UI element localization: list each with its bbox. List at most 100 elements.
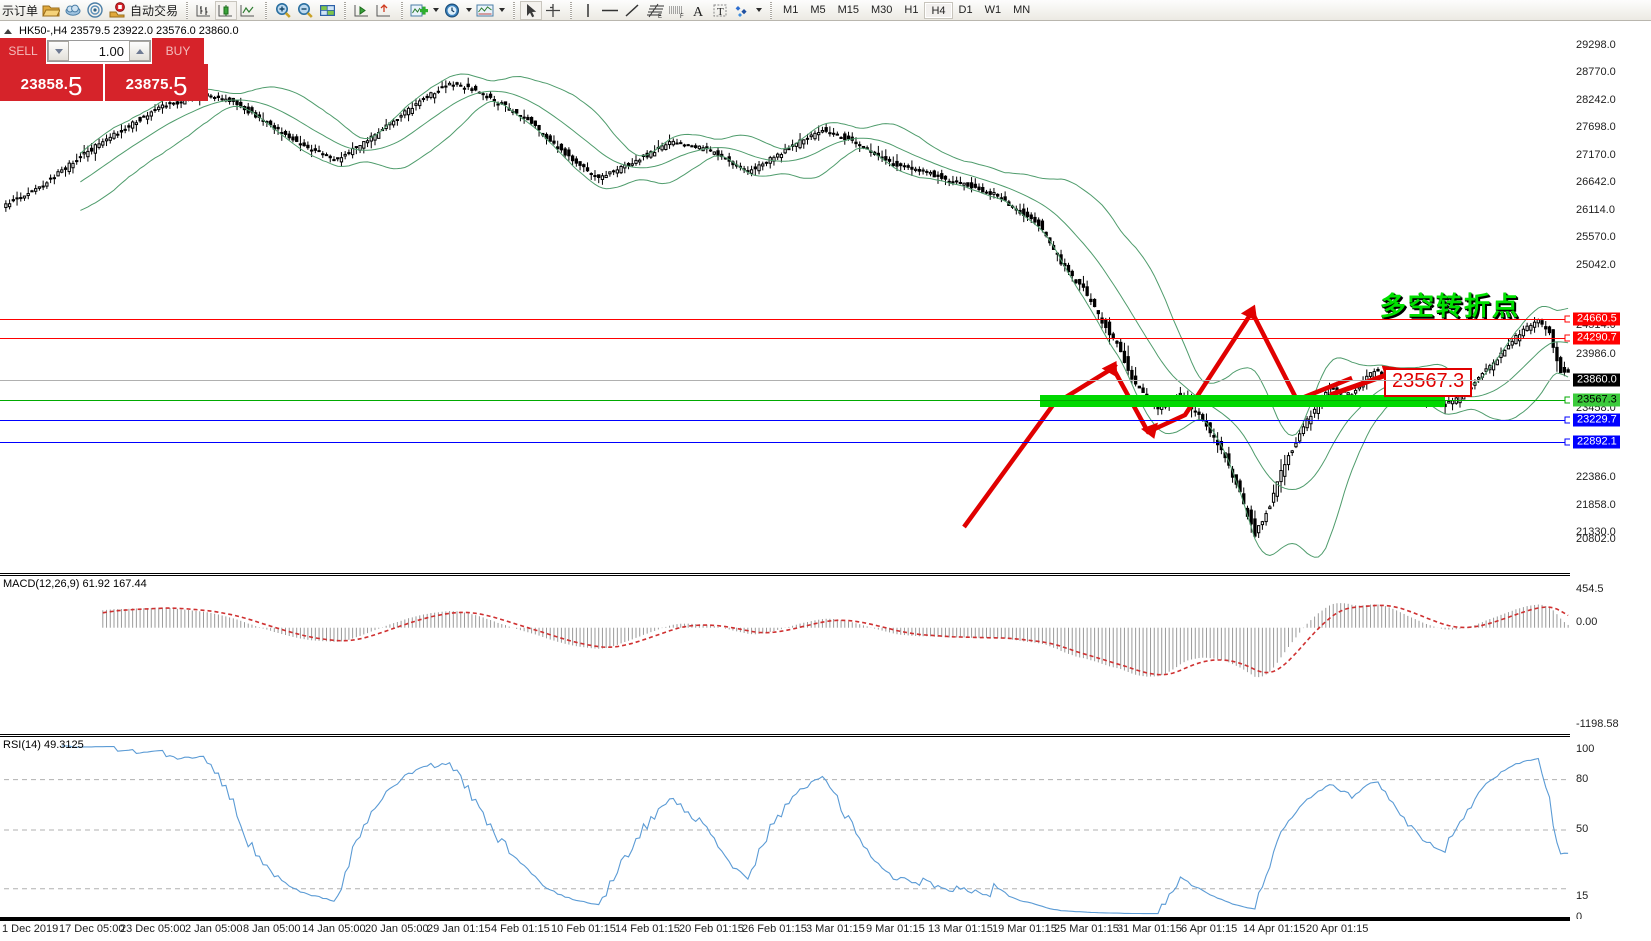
- buy-price-main: 23875: [125, 76, 169, 93]
- sell-button[interactable]: SELL: [0, 38, 46, 64]
- cursor-icon[interactable]: [520, 0, 543, 20]
- axis-tick: 28242.0: [1576, 94, 1616, 106]
- vertical-line-icon[interactable]: [577, 1, 599, 20]
- axis-tick: 0: [1576, 911, 1583, 923]
- volume-input[interactable]: 1.00: [98, 43, 124, 59]
- timeframe-h1[interactable]: H1: [904, 3, 919, 16]
- grid-icon[interactable]: [316, 1, 338, 20]
- zoom-in-icon[interactable]: [272, 1, 294, 20]
- svg-text:A: A: [693, 5, 704, 19]
- text-label-icon[interactable]: A: [687, 1, 709, 20]
- price-callout-box: 23567.3: [1384, 368, 1473, 397]
- shapes-icon[interactable]: [731, 1, 753, 20]
- volume-stepper[interactable]: 1.00: [47, 40, 151, 62]
- time-scale[interactable]: 1 Dec 2019 17 Dec 05:00 23 Dec 05:00 2 J…: [0, 919, 1651, 941]
- rsi-bottom-border: [0, 917, 1570, 919]
- chevron-down-icon[interactable]: [430, 1, 441, 20]
- chevron-down-icon[interactable]: [753, 1, 764, 20]
- time-tick: 10 Feb 01:15: [551, 923, 616, 935]
- time-tick: 8 Jan 05:00: [243, 923, 301, 935]
- axis-tick: 100: [1576, 743, 1595, 755]
- timeframe-h4[interactable]: H4: [924, 1, 953, 19]
- text-box-icon[interactable]: T: [709, 1, 731, 20]
- rsi-line-series: [4, 745, 1569, 915]
- time-tick: 25 Mar 01:15: [1054, 923, 1119, 935]
- toolbar-separator: [341, 1, 349, 19]
- fibonacci-icon[interactable]: E: [643, 1, 665, 20]
- zoom-out-icon[interactable]: [294, 1, 316, 20]
- price-level-line-22892[interactable]: [0, 442, 1570, 443]
- line-chart-icon[interactable]: [237, 1, 259, 20]
- period-clock-icon[interactable]: [441, 1, 463, 20]
- chart-collapse-icon[interactable]: [4, 28, 12, 34]
- time-tick: 20 Feb 01:15: [679, 923, 744, 935]
- chevron-down-icon[interactable]: [496, 1, 507, 20]
- templates-icon[interactable]: [474, 1, 496, 20]
- axis-tick: 22386.0: [1576, 471, 1616, 483]
- axis-tick: 21858.0: [1576, 499, 1616, 511]
- autotrading-label[interactable]: 自动交易: [130, 3, 179, 18]
- analysis-drawings: [962, 304, 1405, 529]
- horizontal-line-icon[interactable]: [599, 1, 621, 20]
- price-tag-23860: 23860.0: [1573, 373, 1620, 387]
- timeframe-mn[interactable]: MN: [1013, 3, 1031, 16]
- axis-tick: 28770.0: [1576, 66, 1616, 78]
- time-tick: 1 Dec 2019: [2, 923, 59, 935]
- axis-tick: 15: [1576, 890, 1589, 902]
- toolbar-new-order-label[interactable]: 示订单: [2, 3, 39, 18]
- crosshair-icon[interactable]: [542, 1, 564, 20]
- axis-tick: 21330.0: [1576, 526, 1616, 538]
- timeframe-m15[interactable]: M15: [837, 3, 859, 16]
- price-tag-22892[interactable]: 22892.1: [1573, 435, 1620, 449]
- time-tick: 14 Jan 05:00: [302, 923, 366, 935]
- bar-chart-icon[interactable]: [193, 1, 215, 20]
- price-tag-24290[interactable]: 24290.7: [1573, 331, 1620, 345]
- axis-tick: 454.5: [1576, 583, 1604, 595]
- equidistant-channel-icon[interactable]: F: [665, 1, 687, 20]
- rsi-indicator-label: RSI(14) 49.3125: [3, 739, 84, 751]
- price-level-line-24290[interactable]: [0, 338, 1570, 339]
- chevron-down-icon[interactable]: [463, 1, 474, 20]
- shift-end-icon[interactable]: [351, 1, 373, 20]
- folder-icon[interactable]: [40, 1, 62, 20]
- shift-start-icon[interactable]: [373, 1, 395, 20]
- timeframe-w1[interactable]: W1: [984, 3, 1002, 16]
- time-tick: 6 Apr 01:15: [1181, 923, 1238, 935]
- sell-price-display[interactable]: 23858 . 5: [0, 64, 103, 101]
- time-tick: 9 Mar 01:15: [866, 923, 925, 935]
- price-level-line-23860: [0, 380, 1570, 381]
- trendline-icon[interactable]: [621, 1, 643, 20]
- time-tick: 2 Jan 05:00: [185, 923, 243, 935]
- cloud-icon[interactable]: [62, 1, 84, 20]
- volume-increment-button[interactable]: [129, 41, 150, 61]
- time-tick: 14 Apr 01:15: [1243, 923, 1306, 935]
- price-level-line-23567[interactable]: [0, 400, 1570, 401]
- macd-indicator-label: MACD(12,26,9) 61.92 167.44: [3, 578, 147, 590]
- price-tag-24660[interactable]: 24660.5: [1573, 312, 1620, 326]
- macd-rsi-separator: [0, 734, 1570, 737]
- macd-histogram-series: [102, 603, 1569, 678]
- autotrading-icon[interactable]: [106, 1, 128, 20]
- price-level-line-24660[interactable]: [0, 319, 1570, 320]
- price-level-line-23229[interactable]: [0, 420, 1570, 421]
- timeframe-d1[interactable]: D1: [958, 3, 973, 16]
- candlestick-chart-icon[interactable]: [215, 0, 238, 20]
- add-indicator-icon[interactable]: [408, 1, 430, 20]
- price-scale[interactable]: 29298.0 28770.0 28242.0 27698.0 27170.0 …: [1570, 21, 1651, 923]
- buy-price-display[interactable]: 23875 . 5: [103, 64, 208, 101]
- buy-button[interactable]: BUY: [152, 38, 204, 64]
- axis-tick: 25570.0: [1576, 231, 1616, 243]
- time-tick: 23 Dec 05:00: [120, 923, 186, 935]
- time-tick: 26 Feb 01:15: [742, 923, 807, 935]
- axis-tick: 26642.0: [1576, 176, 1616, 188]
- svg-text:T: T: [717, 6, 724, 18]
- svg-text:F: F: [680, 14, 684, 19]
- timeframe-m1[interactable]: M1: [783, 3, 799, 16]
- timeframe-m30[interactable]: M30: [871, 3, 893, 16]
- price-tag-23229[interactable]: 23229.7: [1573, 413, 1620, 427]
- timeframe-m5[interactable]: M5: [810, 3, 826, 16]
- axis-tick: 20802.0: [1576, 533, 1616, 545]
- volume-decrement-button[interactable]: [48, 41, 69, 61]
- price-tag-23567[interactable]: 23567.3: [1573, 393, 1620, 407]
- signals-icon[interactable]: [84, 1, 106, 20]
